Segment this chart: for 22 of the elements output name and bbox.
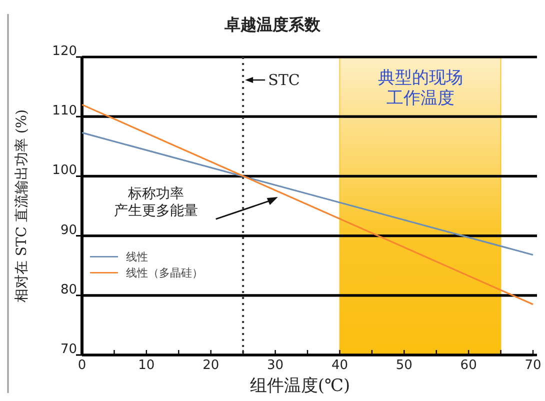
y-tick-label: 70 [60, 342, 77, 357]
y-tick-label: 80 [60, 282, 77, 298]
y-axis-title: 相对在 STC 直流输出功率 (%) [14, 109, 30, 303]
y-tick-label: 100 [52, 163, 77, 178]
x-tick-label: 50 [396, 358, 412, 373]
legend-label: 线性 [126, 250, 148, 264]
x-axis-title: 组件温度(℃) [250, 376, 350, 396]
legend-label: 线性（多晶硅） [126, 266, 203, 280]
y-tick-label: 120 [52, 44, 77, 59]
x-tick-label: 0 [78, 358, 86, 373]
x-tick-label: 60 [460, 358, 477, 373]
ref-line-label: STC [268, 71, 300, 89]
x-tick-label: 40 [331, 358, 348, 373]
annotation: 标称功率产生更多能量 [114, 186, 198, 219]
y-tick-label: 90 [60, 222, 77, 238]
x-tick-label: 10 [138, 358, 155, 373]
chart-title: 卓越温度系数 [224, 15, 322, 34]
band-label: 典型的现场工作温度 [378, 68, 463, 108]
y-tick-label: 110 [52, 104, 77, 119]
x-tick-label: 70 [524, 358, 542, 373]
x-tick-label: 30 [267, 358, 284, 373]
x-tick-label: 20 [202, 358, 220, 373]
